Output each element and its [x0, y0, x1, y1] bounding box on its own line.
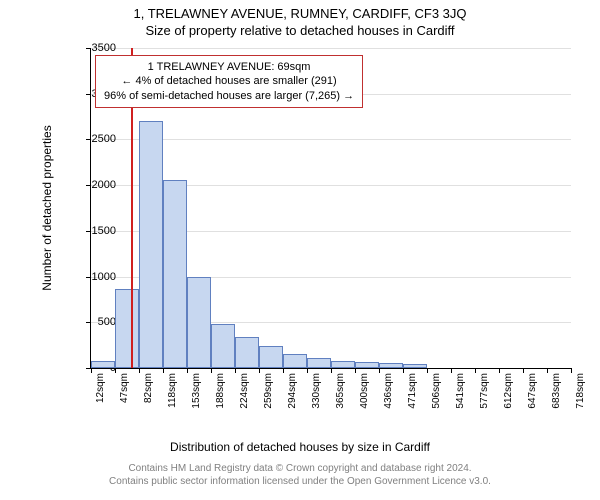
footer-line-2: Contains public sector information licen…	[0, 475, 600, 488]
x-tick-label: 365sqm	[335, 373, 346, 433]
histogram-bar	[211, 324, 235, 368]
x-tick-label: 82sqm	[143, 373, 154, 433]
x-tick-label: 647sqm	[527, 373, 538, 433]
footer-line-1: Contains HM Land Registry data © Crown c…	[0, 462, 600, 475]
x-tick	[499, 368, 500, 373]
x-tick	[139, 368, 140, 373]
title-main: 1, TRELAWNEY AVENUE, RUMNEY, CARDIFF, CF…	[0, 0, 600, 21]
histogram-bar	[283, 354, 307, 368]
x-tick-label: 153sqm	[191, 373, 202, 433]
x-tick-label: 506sqm	[431, 373, 442, 433]
x-tick-label: 400sqm	[359, 373, 370, 433]
y-axis-label: Number of detached properties	[40, 125, 54, 290]
histogram-bar	[163, 180, 187, 368]
histogram-bar	[379, 363, 403, 368]
x-axis-label: Distribution of detached houses by size …	[0, 440, 600, 454]
y-tick-label: 3500	[81, 42, 116, 54]
x-tick-label: 436sqm	[383, 373, 394, 433]
x-tick	[523, 368, 524, 373]
x-tick	[475, 368, 476, 373]
gridline	[91, 48, 571, 49]
histogram-bar	[307, 358, 331, 368]
x-tick-label: 188sqm	[215, 373, 226, 433]
x-tick-label: 12sqm	[95, 373, 106, 433]
x-tick	[547, 368, 548, 373]
x-tick-label: 683sqm	[551, 373, 562, 433]
x-tick	[91, 368, 92, 373]
y-tick-label: 2500	[81, 133, 116, 145]
footer-attribution: Contains HM Land Registry data © Crown c…	[0, 462, 600, 488]
x-tick-label: 224sqm	[239, 373, 250, 433]
x-tick-label: 294sqm	[287, 373, 298, 433]
x-tick-label: 330sqm	[311, 373, 322, 433]
x-tick	[331, 368, 332, 373]
x-tick	[115, 368, 116, 373]
x-tick	[307, 368, 308, 373]
gridline	[91, 139, 571, 140]
y-tick-label: 2000	[81, 179, 116, 191]
x-tick	[379, 368, 380, 373]
x-tick-label: 541sqm	[455, 373, 466, 433]
y-tick-label: 1500	[81, 225, 116, 237]
histogram-bar	[91, 361, 115, 368]
histogram-bar	[331, 361, 355, 368]
x-tick	[427, 368, 428, 373]
x-tick	[235, 368, 236, 373]
info-line-3: 96% of semi-detached houses are larger (…	[104, 89, 354, 103]
x-tick-label: 471sqm	[407, 373, 418, 433]
histogram-bar	[139, 121, 163, 368]
x-tick-label: 718sqm	[575, 373, 586, 433]
x-tick-label: 47sqm	[119, 373, 130, 433]
histogram-bar	[187, 277, 211, 368]
x-tick-label: 118sqm	[167, 373, 178, 433]
x-tick	[163, 368, 164, 373]
x-tick-label: 577sqm	[479, 373, 490, 433]
x-tick	[283, 368, 284, 373]
info-line-1: 1 TRELAWNEY AVENUE: 69sqm	[104, 60, 354, 74]
info-line-2: ← 4% of detached houses are smaller (291…	[104, 74, 354, 88]
x-tick	[211, 368, 212, 373]
x-tick-label: 259sqm	[263, 373, 274, 433]
histogram-bar	[355, 362, 379, 368]
histogram-bar	[403, 364, 427, 368]
x-tick	[571, 368, 572, 373]
x-tick	[451, 368, 452, 373]
histogram-bar	[115, 289, 139, 368]
histogram-bar	[235, 337, 259, 368]
histogram-bar	[259, 346, 283, 368]
title-sub: Size of property relative to detached ho…	[0, 21, 600, 38]
x-tick	[187, 368, 188, 373]
info-annotation-box: 1 TRELAWNEY AVENUE: 69sqm ← 4% of detach…	[95, 55, 363, 108]
x-tick	[259, 368, 260, 373]
x-tick-label: 612sqm	[503, 373, 514, 433]
x-tick	[403, 368, 404, 373]
y-tick-label: 500	[81, 316, 116, 328]
y-tick-label: 1000	[81, 271, 116, 283]
x-tick	[355, 368, 356, 373]
